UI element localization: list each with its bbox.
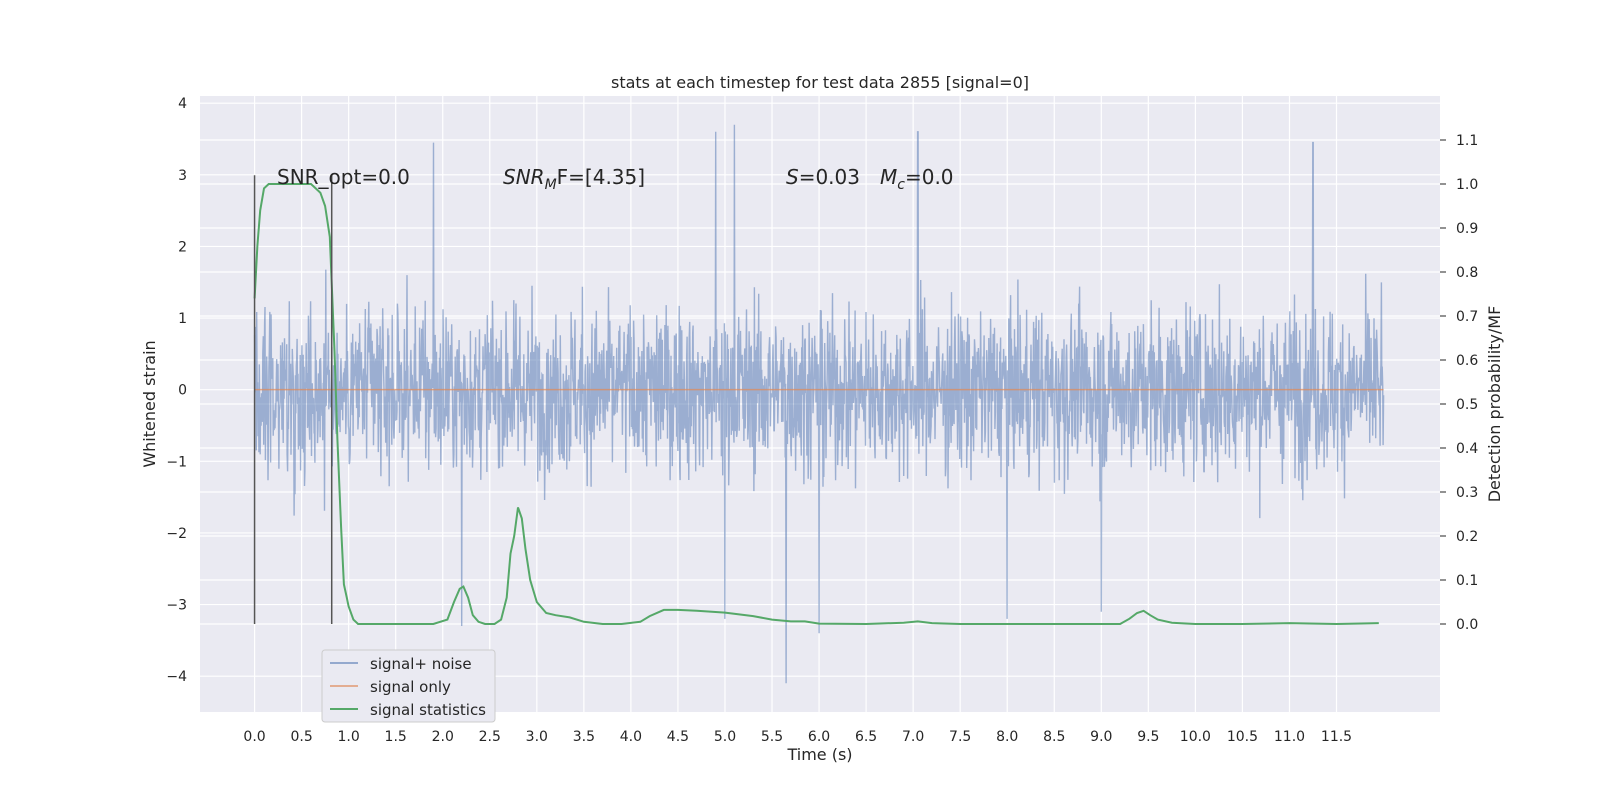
y-left-tick-label: 4	[178, 96, 187, 112]
x-tick-label: 4.0	[620, 729, 642, 745]
annotation-s: S=0.03	[786, 165, 860, 189]
annotation-snr-opt: SNR_opt=0.0	[277, 165, 410, 189]
y-left-tick-label: −2	[166, 526, 187, 542]
mc-val: =0.0	[905, 165, 954, 189]
x-tick-label: 7.0	[902, 729, 924, 745]
mc-sub: c	[897, 177, 905, 193]
legend-label-signal-only: signal only	[370, 678, 451, 696]
x-tick-label: 8.0	[996, 729, 1018, 745]
y-right-tick-label: 0.4	[1456, 441, 1478, 457]
annotation-mc: Mc=0.0	[880, 165, 954, 193]
y-right-tick-label: 0.8	[1456, 265, 1478, 281]
y-right-tick-label: 0.0	[1456, 617, 1478, 633]
x-tick-label: 11.0	[1274, 729, 1305, 745]
annotation-snr-mf: SNRMF=[4.35]	[503, 165, 645, 193]
x-tick-label: 6.5	[855, 729, 877, 745]
series-signal-statistics	[253, 183, 1379, 626]
y-left-tick-label: 2	[178, 239, 187, 255]
x-axis-label: Time (s)	[786, 745, 852, 764]
x-tick-label: 10.5	[1227, 729, 1258, 745]
x-tick-label: 8.5	[1043, 729, 1065, 745]
y-right-tick-labels: 0.0 0.1 0.2 0.3 0.4 0.5 0.6 0.7 0.8 0.9 1.0 1.1	[1440, 133, 1478, 633]
y-left-tick-label: 1	[178, 311, 187, 327]
x-tick-label: 7.5	[949, 729, 971, 745]
x-tick-label: 11.5	[1321, 729, 1352, 745]
series-signal-noise	[253, 124, 1385, 684]
x-tick-label: 1.0	[338, 729, 360, 745]
chart-title: stats at each timestep for test data 285…	[611, 73, 1029, 92]
y-right-tick-label: 0.3	[1456, 485, 1478, 501]
y-right-tick-label: 0.5	[1456, 397, 1478, 413]
y-left-tick-label: −1	[166, 454, 187, 470]
series-layer	[253, 124, 1385, 684]
y-right-tick-label: 0.9	[1456, 221, 1478, 237]
x-tick-label: 9.0	[1090, 729, 1112, 745]
mc-var: M	[880, 165, 897, 189]
y-right-tick-label: 0.1	[1456, 573, 1478, 589]
x-tick-label: 0.5	[290, 729, 312, 745]
y-right-tick-label: 1.0	[1456, 177, 1478, 193]
x-tick-label: 1.5	[385, 729, 407, 745]
y-left-tick-label: −4	[166, 669, 187, 685]
x-tick-label: 6.0	[808, 729, 830, 745]
legend-box	[321, 649, 496, 723]
snr-mf-rest: F=[4.35]	[557, 165, 645, 189]
x-tick-label: 3.5	[573, 729, 595, 745]
x-tick-labels: 0.0 0.5 1.0 1.5 2.0 2.5 3.0 3.5 4.0 4.5 5.0 5.5 6.0 6…	[243, 729, 1352, 745]
x-tick-label: 2.0	[432, 729, 454, 745]
y-right-axis-label: Detection probability/MF	[1485, 306, 1504, 503]
y-left-tick-label: −3	[166, 598, 187, 614]
x-tick-label: 10.0	[1180, 729, 1211, 745]
y-right-tick-label: 0.6	[1456, 353, 1478, 369]
vertical-markers	[253, 175, 333, 624]
snr-mf-base: SNR	[503, 165, 545, 189]
x-tick-label: 0.0	[243, 729, 265, 745]
y-left-axis-label: Whitened strain	[140, 340, 159, 467]
x-tick-label: 9.5	[1137, 729, 1159, 745]
s-val: =0.03	[799, 165, 860, 189]
y-right-tick-label: 0.7	[1456, 309, 1478, 325]
x-tick-label: 3.0	[526, 729, 548, 745]
x-tick-label: 2.5	[479, 729, 501, 745]
y-left-tick-labels: −4 −3 −2 −1 0 1 2 3 4	[166, 96, 187, 685]
y-right-tick-label: 0.2	[1456, 529, 1478, 545]
s-var: S	[786, 165, 799, 189]
y-left-tick-label: 3	[178, 168, 187, 184]
x-tick-label: 5.0	[714, 729, 736, 745]
legend-label-signal-noise: signal+ noise	[370, 655, 472, 673]
y-right-tick-label: 1.1	[1456, 133, 1478, 149]
snr-mf-sub: M	[545, 177, 557, 193]
legend-label-signal-statistics: signal statistics	[370, 701, 486, 719]
legend: signal+ noise signal only signal statist…	[321, 649, 496, 723]
x-tick-label: 5.5	[761, 729, 783, 745]
y-left-tick-label: 0	[178, 383, 187, 399]
x-tick-label: 4.5	[667, 729, 689, 745]
